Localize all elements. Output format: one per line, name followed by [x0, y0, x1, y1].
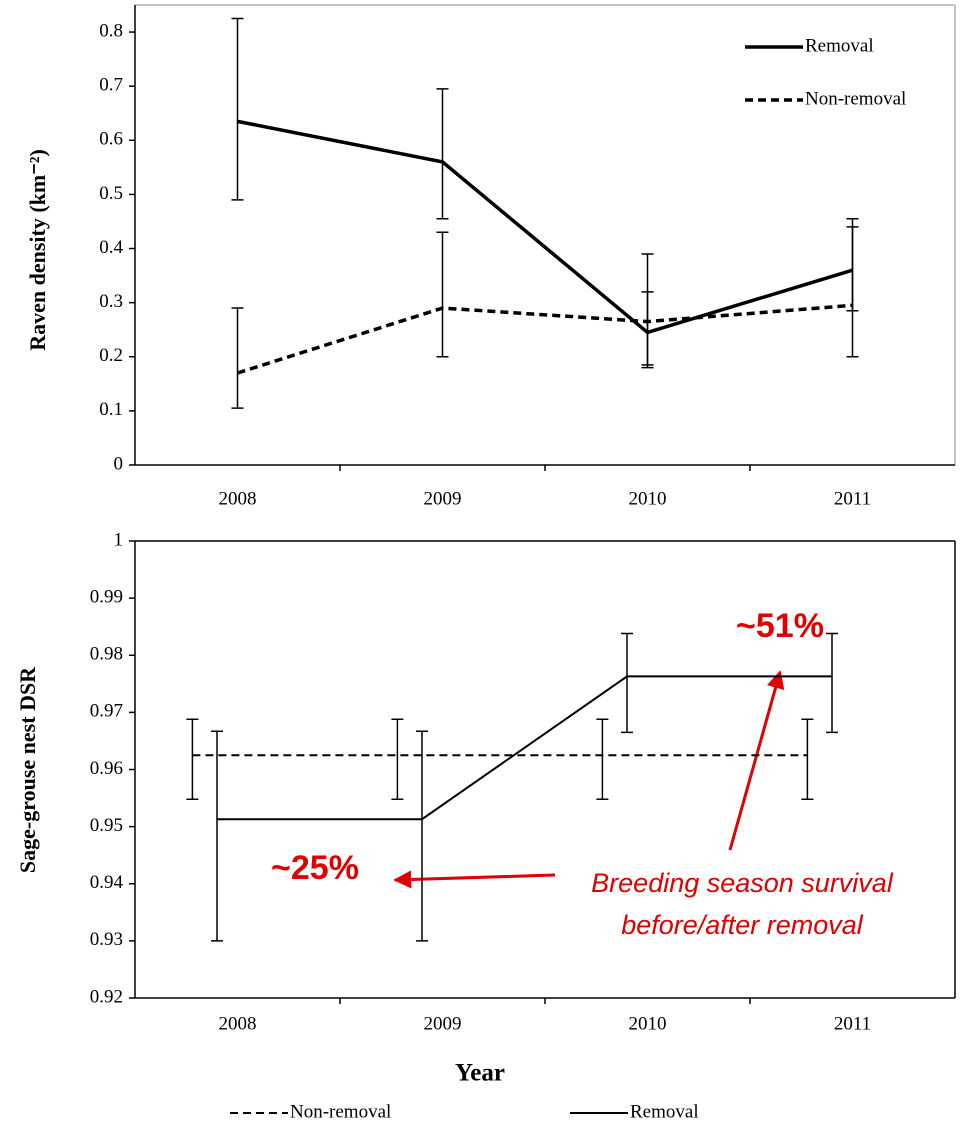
error-bar: [231, 17, 244, 201]
note: before/after removal: [621, 910, 864, 940]
y-tick-label: 0.3: [99, 291, 123, 312]
annotation: ~51%: [736, 607, 824, 645]
y-tick-label: 0.4: [99, 237, 123, 258]
x-tick-label: 2010: [629, 1013, 667, 1034]
x-tick-label: 2010: [629, 488, 667, 509]
x-axis-label: Year: [455, 1060, 505, 1087]
arrow: [728, 670, 785, 851]
y-tick-label: 1: [114, 529, 124, 550]
legend-label: Removal: [630, 1101, 699, 1122]
series-line: [217, 675, 832, 821]
legend-label: Non-removal: [805, 88, 906, 109]
y-tick-label: 0.95: [90, 815, 123, 836]
series-line: [236, 303, 853, 375]
legend-label: Removal: [805, 35, 874, 56]
y-tick-label: 0.6: [99, 129, 123, 150]
y-tick-label: 0.97: [90, 701, 123, 722]
error-bar: [186, 718, 199, 800]
x-tick-label: 2009: [424, 1013, 462, 1034]
error-bar: [621, 632, 633, 734]
series-line: [237, 119, 854, 335]
error-bar: [391, 718, 404, 800]
y-tick-label: 0.1: [99, 399, 123, 420]
y-axis-label: Sage-grouse nest DSR: [15, 666, 40, 873]
y-tick-label: 0: [114, 453, 124, 474]
error-bar: [641, 291, 654, 366]
y-tick-label: 0.5: [99, 183, 123, 204]
y-tick-label: 0.99: [90, 586, 123, 607]
y-axis-label: Raven density (km⁻²): [25, 149, 50, 351]
y-tick-label: 0.8: [99, 20, 123, 41]
y-tick-label: 0.94: [90, 872, 124, 893]
error-bar: [436, 88, 449, 220]
error-bar: [211, 730, 223, 942]
error-bar: [826, 632, 838, 734]
error-bar: [801, 718, 814, 800]
y-tick-label: 0.93: [90, 929, 123, 950]
x-tick-label: 2009: [424, 488, 462, 509]
arrow: [393, 870, 556, 889]
y-tick-label: 0.2: [99, 345, 123, 366]
legend-label: Non-removal: [290, 1101, 391, 1122]
y-tick-label: 0.7: [99, 75, 123, 96]
error-bar: [596, 718, 609, 800]
error-bar: [436, 231, 449, 358]
y-tick-label: 0.92: [90, 986, 123, 1007]
y-tick-label: 0.98: [90, 644, 123, 665]
error-bar: [846, 226, 859, 358]
x-tick-label: 2011: [834, 488, 871, 509]
x-tick-label: 2011: [834, 1013, 871, 1034]
y-tick-label: 0.96: [90, 758, 123, 779]
note: Breeding season survival: [591, 868, 894, 898]
x-tick-label: 2008: [219, 1013, 257, 1034]
error-bar: [416, 730, 428, 942]
error-bar: [231, 307, 244, 409]
x-tick-label: 2008: [219, 488, 257, 509]
annotation: ~25%: [271, 849, 359, 887]
